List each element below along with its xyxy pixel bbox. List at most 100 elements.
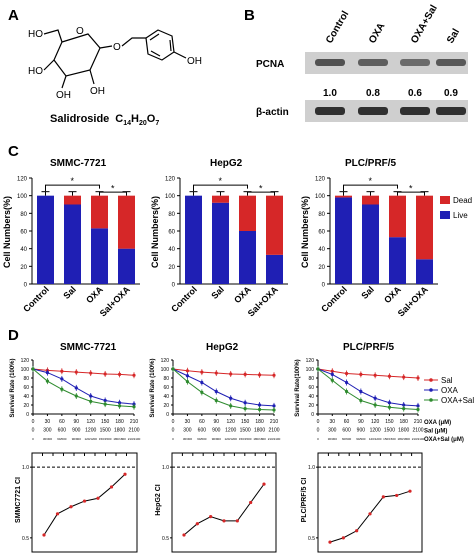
data-point bbox=[214, 389, 218, 394]
dose-value: 210/2100 bbox=[128, 437, 141, 441]
ci-point bbox=[123, 472, 127, 476]
x-tick-label: Sal bbox=[61, 284, 78, 301]
dead-bar bbox=[91, 195, 108, 229]
ci-point bbox=[195, 522, 199, 526]
dose-value: 150/1500 bbox=[239, 437, 252, 441]
data-point bbox=[330, 369, 334, 373]
dose-value: 2100 bbox=[268, 428, 279, 434]
y-tick-label: 1.0 bbox=[308, 465, 315, 471]
atom-label: OH bbox=[56, 90, 71, 101]
actin-band bbox=[358, 107, 388, 115]
dose-value: 1200 bbox=[370, 428, 381, 434]
live-bar bbox=[185, 195, 202, 284]
dose-value: 150/1500 bbox=[383, 437, 396, 441]
western-blot: Control OXA OXA+Sal Sal 1.0 0.8 0.6 0.9 PCNA β-ac… bbox=[256, 3, 468, 122]
dose-value: 300 bbox=[328, 428, 337, 434]
y-tick-label: 20 bbox=[20, 265, 27, 271]
pcna-band bbox=[315, 59, 345, 66]
legend-marker-sal bbox=[429, 378, 433, 382]
data-point bbox=[416, 407, 420, 412]
y-tick-label: 120 bbox=[315, 177, 326, 183]
data-point bbox=[243, 401, 247, 405]
y-tick-label: 80 bbox=[318, 212, 325, 218]
live-bar bbox=[64, 204, 81, 284]
atom-label: OH bbox=[187, 56, 202, 67]
series-line-oxa bbox=[32, 368, 135, 405]
y-tick-label: 120 bbox=[21, 358, 30, 364]
dose-value: 2100 bbox=[412, 428, 423, 434]
phenyl-inner-bonds bbox=[149, 33, 172, 57]
data-point bbox=[344, 380, 349, 385]
live-bar bbox=[335, 197, 352, 284]
ci-point bbox=[235, 519, 239, 523]
y-tick-label: 100 bbox=[315, 194, 326, 200]
dose-value: 300 bbox=[183, 428, 192, 434]
ci-point bbox=[262, 482, 266, 486]
y-tick-label: 60 bbox=[168, 230, 175, 236]
series-line-oxa bbox=[172, 368, 275, 407]
ci-point bbox=[368, 512, 372, 516]
data-point bbox=[402, 407, 406, 411]
dose-value: 0 bbox=[317, 437, 319, 441]
y-tick-label: 20 bbox=[318, 265, 325, 271]
ci-point bbox=[355, 529, 359, 533]
data-point bbox=[229, 404, 233, 408]
ci-point bbox=[395, 493, 399, 498]
atom-label: HO bbox=[28, 66, 43, 77]
line-chart-title: PLC/PRF/5 bbox=[343, 342, 395, 353]
ci-point bbox=[96, 496, 100, 500]
dose-value: 1500 bbox=[384, 428, 395, 434]
y-tick-label: 40 bbox=[318, 247, 325, 253]
data-point bbox=[103, 402, 107, 406]
dose-value: 0 bbox=[32, 428, 35, 434]
ci-point bbox=[249, 500, 253, 505]
dead-bar bbox=[335, 195, 352, 198]
dose-value: 0 bbox=[32, 437, 34, 441]
dose-value: 210 bbox=[130, 419, 139, 425]
y-tick-label: 40 bbox=[23, 394, 29, 400]
data-point bbox=[132, 405, 136, 409]
significance-bracket bbox=[397, 191, 425, 195]
y-axis-label: Survival Rate(100%) bbox=[295, 359, 301, 416]
dose-value: 120/1200 bbox=[224, 437, 237, 441]
ci-point bbox=[109, 485, 114, 489]
ci-point bbox=[82, 499, 87, 503]
data-point bbox=[185, 380, 190, 384]
dose-value: 0 bbox=[317, 419, 320, 425]
dose-value: 180/1800 bbox=[113, 437, 126, 441]
actin-row-label: β-actin bbox=[256, 107, 289, 118]
x-tick-label: Sal+OXA bbox=[396, 284, 430, 318]
dose-value: 0 bbox=[172, 437, 174, 441]
y-tick-label: 60 bbox=[163, 385, 169, 391]
data-point bbox=[31, 367, 35, 371]
dose-value: 90/900 bbox=[356, 437, 366, 441]
data-point bbox=[74, 386, 78, 390]
data-point bbox=[132, 373, 136, 377]
panel-label-b: B bbox=[244, 7, 255, 24]
dose-value: 60 bbox=[344, 419, 350, 425]
live-bar bbox=[118, 248, 135, 284]
data-point bbox=[200, 370, 204, 374]
ci-point bbox=[182, 533, 186, 537]
y-tick-label: 0 bbox=[24, 283, 28, 289]
dose-value: 30 bbox=[185, 419, 191, 425]
live-bar bbox=[266, 254, 283, 284]
data-point bbox=[359, 389, 363, 394]
dead-bar bbox=[389, 195, 406, 238]
ci-axis-label: HepG2 CI bbox=[155, 484, 162, 516]
dose-value: 120 bbox=[87, 419, 96, 425]
dead-bar bbox=[118, 195, 135, 249]
y-tick-label: 80 bbox=[163, 376, 169, 382]
x-tick-label: Control bbox=[169, 284, 199, 314]
pcna-ratio-value: 1.0 bbox=[323, 88, 337, 99]
panel-label-c: C bbox=[8, 143, 19, 160]
dose-value: 210/2100 bbox=[268, 437, 281, 441]
dose-value: 600 bbox=[198, 428, 207, 434]
data-point bbox=[402, 375, 406, 379]
pcna-band bbox=[400, 59, 430, 66]
y-tick-label: 40 bbox=[163, 394, 169, 400]
data-point bbox=[373, 373, 377, 377]
y-tick-label: 80 bbox=[168, 212, 175, 218]
dose-value: 900 bbox=[212, 428, 221, 434]
